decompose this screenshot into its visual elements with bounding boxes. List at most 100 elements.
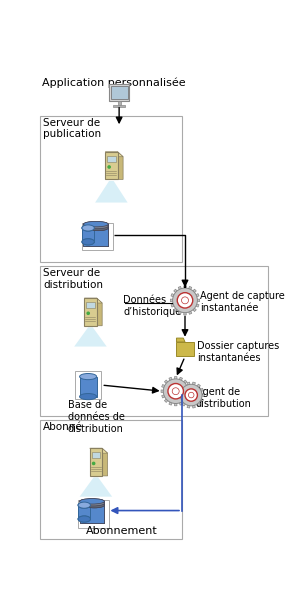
Ellipse shape xyxy=(80,498,104,504)
Polygon shape xyxy=(105,152,123,157)
Polygon shape xyxy=(190,305,196,312)
Bar xyxy=(82,503,104,523)
Text: Agent de capture
instantanée: Agent de capture instantanée xyxy=(201,291,285,313)
Polygon shape xyxy=(164,396,171,403)
Circle shape xyxy=(108,166,110,168)
Ellipse shape xyxy=(78,516,91,522)
Circle shape xyxy=(188,392,194,398)
Circle shape xyxy=(172,388,179,395)
Polygon shape xyxy=(187,382,191,389)
FancyBboxPatch shape xyxy=(107,156,116,162)
Polygon shape xyxy=(170,299,177,301)
Circle shape xyxy=(87,312,89,314)
Bar xyxy=(109,84,129,101)
Polygon shape xyxy=(162,393,169,398)
Bar xyxy=(83,224,108,246)
Bar xyxy=(40,266,268,416)
Ellipse shape xyxy=(80,393,97,400)
Ellipse shape xyxy=(88,225,108,231)
Polygon shape xyxy=(192,401,195,408)
Bar xyxy=(78,505,91,519)
Bar xyxy=(176,342,194,356)
Bar xyxy=(40,420,182,539)
Polygon shape xyxy=(169,377,173,384)
Circle shape xyxy=(182,297,188,304)
Circle shape xyxy=(180,384,202,406)
Text: Serveur de
distribution: Serveur de distribution xyxy=(43,268,103,290)
Polygon shape xyxy=(183,393,190,398)
Polygon shape xyxy=(182,384,188,390)
Bar xyxy=(117,101,121,105)
Ellipse shape xyxy=(84,503,104,508)
Circle shape xyxy=(173,288,198,313)
Circle shape xyxy=(185,389,198,401)
Polygon shape xyxy=(90,448,108,453)
Polygon shape xyxy=(80,478,112,497)
Polygon shape xyxy=(183,384,190,389)
Ellipse shape xyxy=(83,221,108,227)
Ellipse shape xyxy=(82,501,104,506)
Polygon shape xyxy=(194,384,201,390)
Ellipse shape xyxy=(84,503,104,508)
Polygon shape xyxy=(178,307,183,314)
Bar xyxy=(82,228,94,242)
Bar xyxy=(82,223,113,250)
Polygon shape xyxy=(90,448,102,476)
Polygon shape xyxy=(187,307,192,314)
Bar xyxy=(86,226,108,246)
Bar xyxy=(111,85,128,99)
Polygon shape xyxy=(184,308,186,315)
Ellipse shape xyxy=(86,223,108,229)
Polygon shape xyxy=(197,397,204,402)
FancyBboxPatch shape xyxy=(92,453,100,459)
Polygon shape xyxy=(164,380,171,386)
Polygon shape xyxy=(102,448,108,476)
Text: Application personnalisée: Application personnalisée xyxy=(42,77,185,88)
Polygon shape xyxy=(183,390,190,392)
Polygon shape xyxy=(194,400,201,406)
Polygon shape xyxy=(84,298,97,326)
Bar xyxy=(83,224,108,246)
Polygon shape xyxy=(182,400,188,406)
Polygon shape xyxy=(74,328,107,346)
Text: Dossier captures
instantanées: Dossier captures instantanées xyxy=(197,341,279,363)
Circle shape xyxy=(92,462,95,465)
Polygon shape xyxy=(117,152,123,179)
Polygon shape xyxy=(192,293,199,298)
Bar xyxy=(84,505,104,523)
Circle shape xyxy=(163,379,188,404)
Ellipse shape xyxy=(82,225,94,231)
Bar xyxy=(82,228,94,242)
Ellipse shape xyxy=(80,498,104,504)
Ellipse shape xyxy=(86,223,108,229)
Polygon shape xyxy=(171,293,178,298)
Polygon shape xyxy=(197,388,204,393)
Ellipse shape xyxy=(78,516,91,522)
Bar xyxy=(75,371,101,399)
Polygon shape xyxy=(184,285,186,293)
Text: Abonné: Abonné xyxy=(43,422,83,432)
Polygon shape xyxy=(95,181,128,203)
Text: Base de
données de
distribution: Base de données de distribution xyxy=(68,400,125,434)
Ellipse shape xyxy=(82,501,104,506)
Bar xyxy=(78,500,109,528)
Polygon shape xyxy=(162,384,169,389)
Ellipse shape xyxy=(80,373,97,379)
Ellipse shape xyxy=(78,502,91,508)
Ellipse shape xyxy=(82,239,94,245)
Text: Serveur de
publication: Serveur de publication xyxy=(43,118,101,140)
Ellipse shape xyxy=(82,225,94,231)
Text: Abonnement: Abonnement xyxy=(86,526,158,536)
Bar xyxy=(113,105,125,107)
Bar xyxy=(88,228,108,246)
Bar xyxy=(80,376,97,396)
Polygon shape xyxy=(187,286,192,293)
Polygon shape xyxy=(174,289,180,295)
Polygon shape xyxy=(179,397,186,402)
Bar xyxy=(88,228,108,246)
Polygon shape xyxy=(105,152,117,179)
Bar xyxy=(80,501,104,523)
Polygon shape xyxy=(190,289,196,295)
Text: Agent de
distribution: Agent de distribution xyxy=(196,387,252,409)
Bar xyxy=(80,501,104,523)
